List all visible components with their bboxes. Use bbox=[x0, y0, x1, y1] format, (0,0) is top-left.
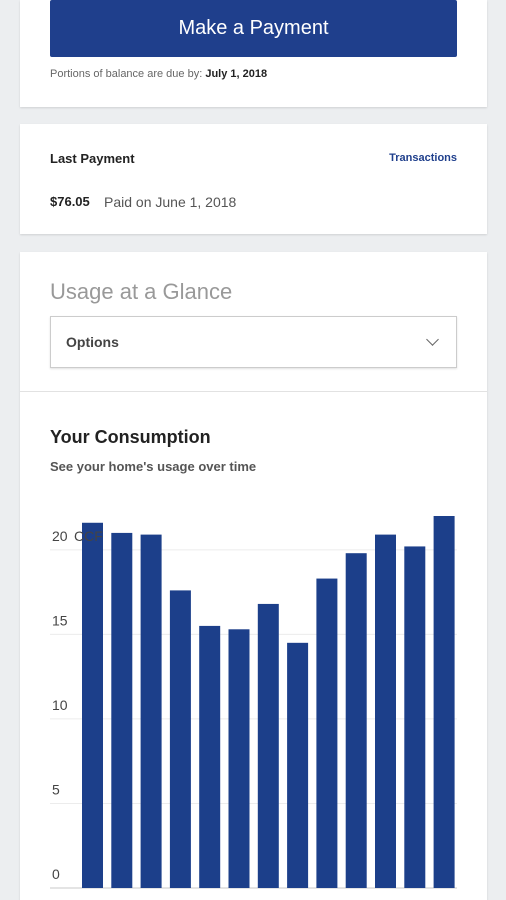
options-dropdown[interactable]: Options bbox=[50, 316, 457, 368]
consumption-bar[interactable] bbox=[287, 642, 309, 888]
consumption-subtitle: See your home's usage over time bbox=[50, 459, 257, 474]
chevron-down-icon bbox=[426, 333, 439, 346]
y-tick-label: 20 bbox=[52, 528, 68, 544]
consumption-bar[interactable] bbox=[199, 625, 221, 888]
consumption-bar[interactable] bbox=[228, 629, 250, 888]
consumption-bar[interactable] bbox=[375, 534, 396, 888]
options-dropdown-label: Options bbox=[66, 334, 119, 350]
divider bbox=[20, 391, 487, 392]
y-tick-label: 10 bbox=[52, 697, 68, 713]
consumption-bar[interactable] bbox=[257, 603, 279, 888]
usage-title: Usage at a Glance bbox=[50, 279, 233, 304]
consumption-bar[interactable] bbox=[140, 534, 162, 888]
last-payment-card: Last Payment Transactions $76.05 Paid on… bbox=[20, 124, 487, 234]
usage-card: Usage at a Glance Options Your Consumpti… bbox=[20, 252, 487, 900]
y-tick-label: 15 bbox=[52, 612, 68, 628]
transactions-link[interactable]: Transactions bbox=[389, 152, 457, 164]
payment-card: Make a Payment Portions of balance are d… bbox=[20, 0, 487, 107]
consumption-bar[interactable] bbox=[316, 578, 338, 888]
consumption-chart: 0 5 10 15 20 CCF bbox=[50, 516, 457, 889]
y-tick-label: 5 bbox=[52, 781, 60, 797]
consumption-bar[interactable] bbox=[404, 546, 426, 888]
due-date-prefix: Portions of balance are due by: bbox=[50, 68, 206, 80]
consumption-bar[interactable] bbox=[345, 553, 367, 888]
due-date-line: Portions of balance are due by: July 1, … bbox=[50, 68, 267, 80]
consumption-bar[interactable] bbox=[169, 590, 191, 888]
last-payment-amount: $76.05 bbox=[50, 194, 90, 209]
consumption-title: Your Consumption bbox=[50, 427, 211, 447]
due-date-value: July 1, 2018 bbox=[205, 68, 268, 80]
y-unit-label: CCF bbox=[74, 528, 103, 544]
consumption-bar[interactable] bbox=[111, 532, 133, 888]
consumption-bar[interactable] bbox=[82, 522, 103, 888]
make-payment-button[interactable]: Make a Payment bbox=[50, 0, 457, 57]
last-payment-title: Last Payment bbox=[50, 151, 135, 166]
y-tick-label: 0 bbox=[52, 866, 60, 882]
consumption-bar[interactable] bbox=[433, 516, 455, 888]
last-payment-date: Paid on June 1, 2018 bbox=[104, 194, 237, 210]
